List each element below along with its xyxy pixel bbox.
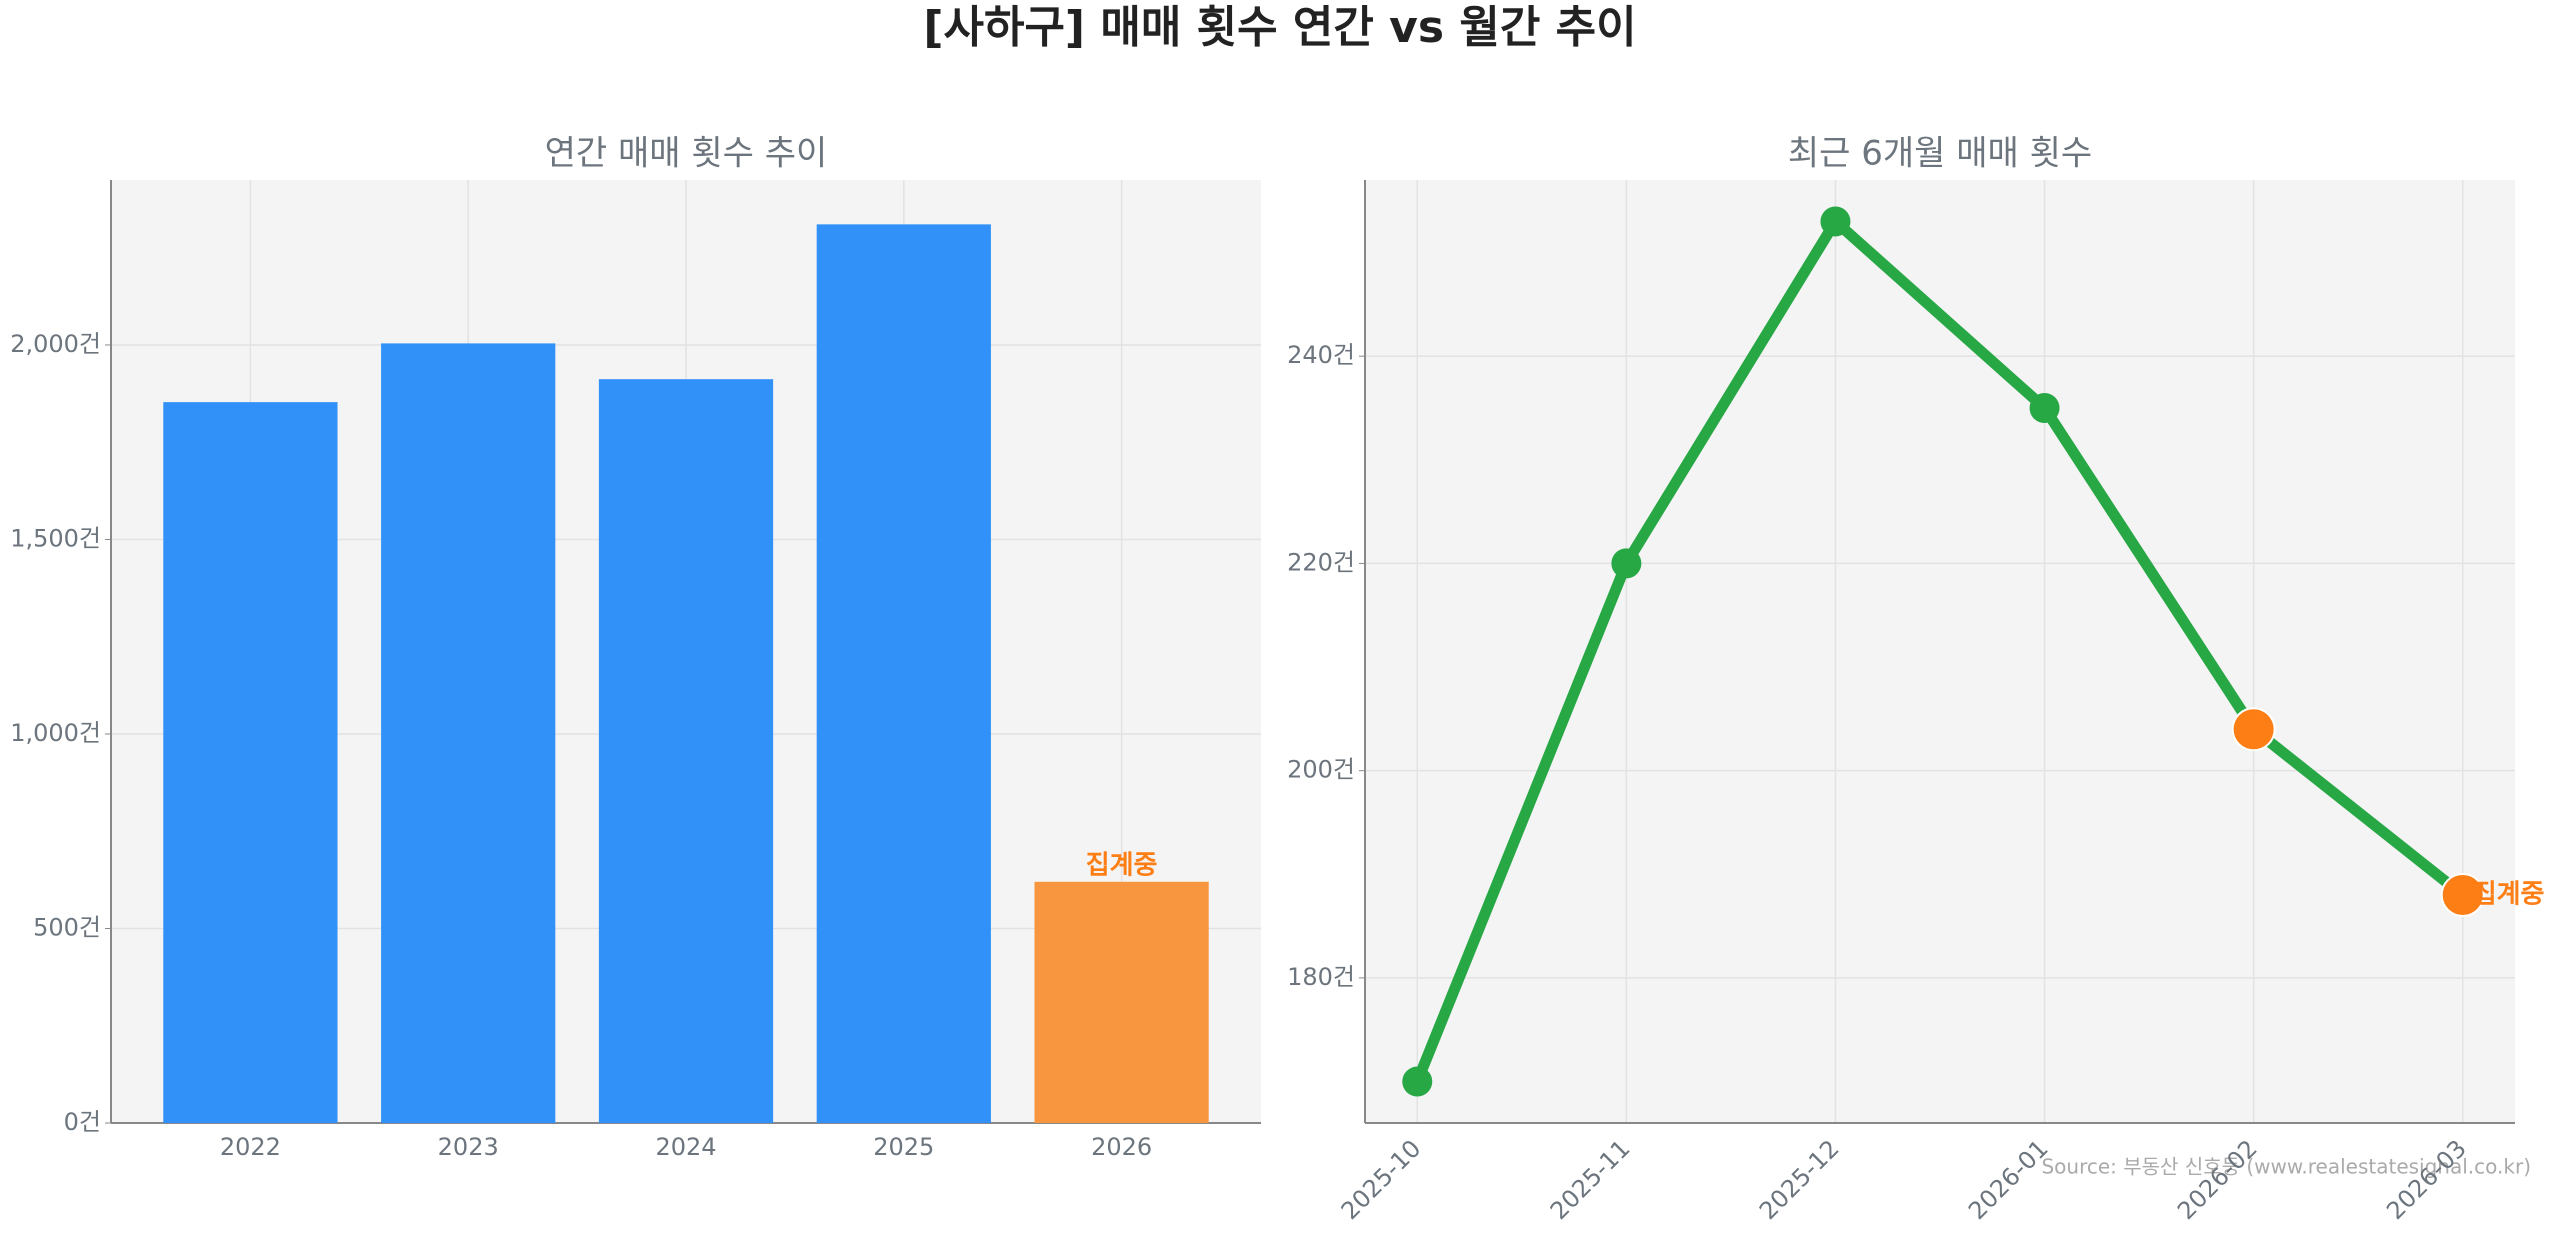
- bar: [1034, 881, 1209, 1123]
- bar: [816, 224, 991, 1124]
- x-tick-label: 2026-03: [2381, 1134, 2472, 1225]
- marker: [2231, 707, 2276, 752]
- x-tick-label: 2026-02: [2172, 1134, 2263, 1225]
- chart-title: 연간 매매 횟수 추이: [545, 134, 828, 174]
- y-tick-label: 220건: [1287, 548, 1355, 576]
- y-tick-label: 180건: [1287, 963, 1355, 991]
- x-tick-label: 2026: [1091, 1133, 1152, 1161]
- y-tick-label: 2,000건: [10, 330, 101, 358]
- x-tick-label: 2025-11: [1545, 1134, 1636, 1225]
- marker: [1402, 1066, 1433, 1097]
- y-tick-label: 1,000건: [10, 719, 101, 747]
- bar: [163, 402, 338, 1124]
- page-title: [사하구] 매매 횟수 연간 vs 월간 추이: [923, 2, 1636, 53]
- x-tick-label: 2022: [220, 1133, 281, 1161]
- x-tick-label: 2023: [438, 1133, 499, 1161]
- bar: [381, 343, 556, 1123]
- marker: [2440, 873, 2485, 918]
- x-tick-label: 2025-12: [1754, 1134, 1845, 1225]
- x-tick-label: 2026-01: [1963, 1134, 2054, 1225]
- y-tick-label: 240건: [1287, 341, 1355, 369]
- plot-area: [1365, 180, 2515, 1123]
- source: Source: 부동산 신호등 (www.realestatesignal.co…: [2041, 1155, 2531, 1179]
- y-tick-label: 1,500건: [10, 524, 101, 552]
- annotation: 집계중: [2473, 880, 2545, 910]
- x-tick-label: 2025-10: [1336, 1134, 1427, 1225]
- bar: [598, 379, 774, 1123]
- chart-title: 최근 6개월 매매 횟수: [1788, 134, 2092, 174]
- line: [1412, 215, 2467, 1084]
- y-tick-label: 200건: [1287, 756, 1355, 784]
- y-tick-label: 0건: [64, 1108, 101, 1136]
- x-tick-label: 2025: [873, 1133, 934, 1161]
- marker: [1611, 548, 1642, 579]
- marker: [1820, 206, 1851, 237]
- x-tick-label: 2024: [655, 1133, 716, 1161]
- annotation: 집계중: [1086, 850, 1158, 880]
- y-tick-label: 500건: [33, 913, 101, 941]
- marker: [2029, 392, 2060, 423]
